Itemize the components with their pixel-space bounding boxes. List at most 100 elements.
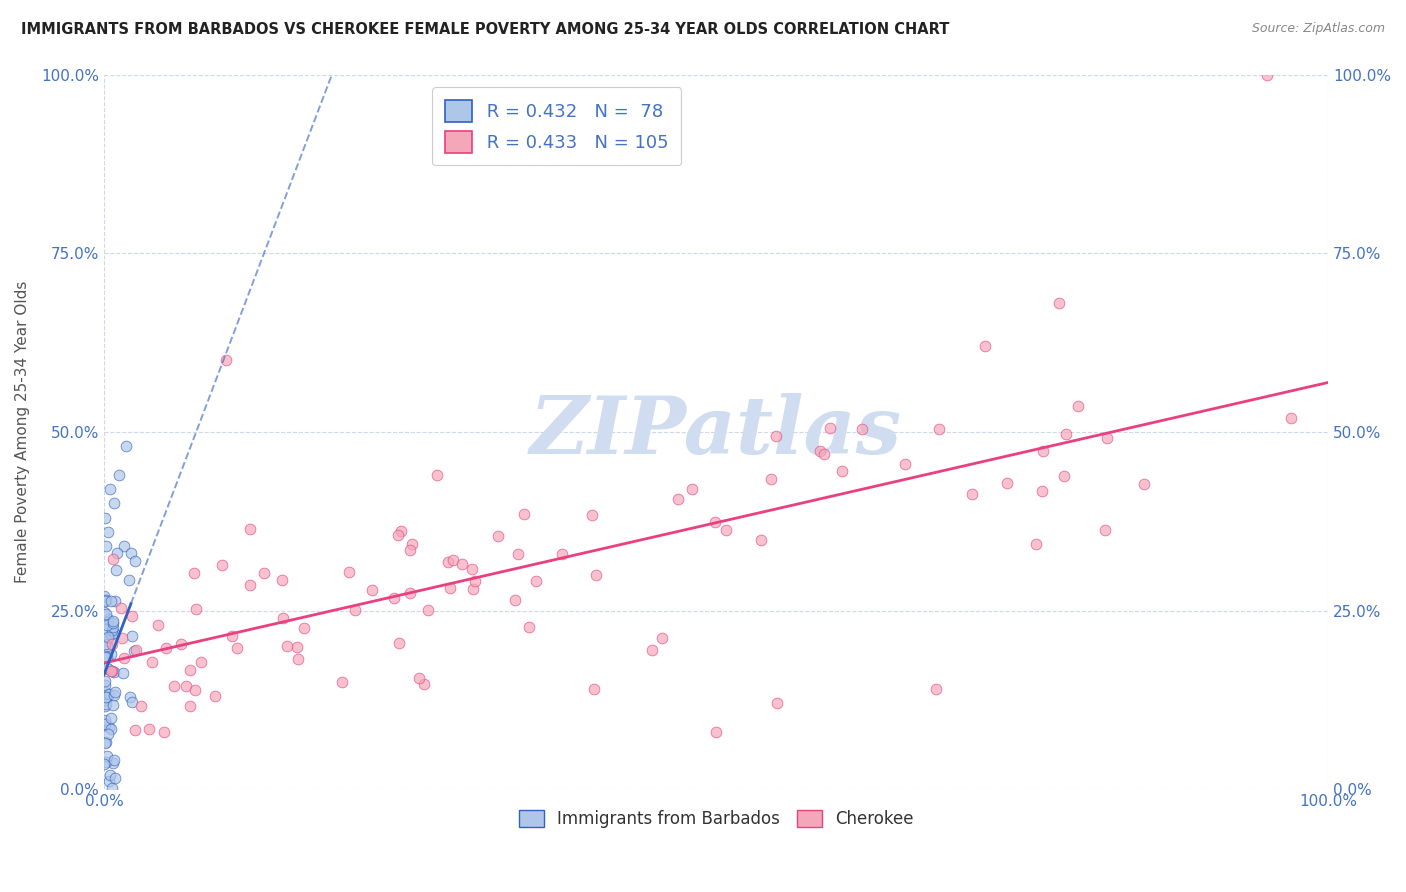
Y-axis label: Female Poverty Among 25-34 Year Olds: Female Poverty Among 25-34 Year Olds (15, 281, 30, 583)
Point (103, 496, 125, 510)
Text: IMMIGRANTS FROM BARBADOS VS CHEROKEE FEMALE POVERTY AMONG 25-34 YEAR OLDS CORREL: IMMIGRANTS FROM BARBADOS VS CHEROKEE FEM… (21, 22, 949, 37)
Point (110, 600, 132, 615)
Point (389, 524, 412, 539)
Point (93, 605, 115, 619)
Point (204, 689, 226, 703)
Point (96, 639, 118, 653)
Point (1094, 523, 1116, 537)
Point (765, 429, 787, 443)
Point (437, 555, 460, 569)
Point (179, 698, 201, 713)
Point (285, 640, 308, 655)
Point (101, 756, 124, 770)
Point (104, 771, 127, 785)
Point (408, 671, 430, 685)
Legend: Immigrants from Barbados, Cherokee: Immigrants from Barbados, Cherokee (512, 803, 920, 835)
Point (928, 422, 950, 436)
Point (704, 725, 727, 739)
Point (184, 682, 207, 697)
Point (93, 688, 115, 702)
Point (97, 721, 120, 735)
Point (270, 574, 292, 588)
Point (124, 553, 146, 567)
Point (93, 589, 115, 603)
Point (94, 510, 117, 524)
Point (98, 687, 121, 701)
Point (96, 755, 118, 769)
Point (287, 652, 309, 666)
Point (413, 676, 436, 690)
Point (107, 467, 129, 482)
Point (1025, 537, 1047, 551)
Point (120, 546, 142, 560)
Point (461, 582, 484, 596)
Point (360, 583, 382, 598)
Point (94, 690, 117, 704)
Point (211, 558, 233, 573)
Point (766, 697, 789, 711)
Point (239, 577, 262, 591)
Point (461, 562, 484, 576)
Point (93, 614, 115, 628)
Point (666, 491, 689, 506)
Point (464, 574, 486, 589)
Point (585, 568, 607, 582)
Point (1095, 431, 1118, 445)
Point (751, 533, 773, 548)
Point (105, 546, 128, 560)
Point (93, 678, 115, 692)
Point (96, 618, 118, 632)
Point (155, 640, 177, 655)
Point (121, 629, 143, 643)
Point (418, 602, 440, 616)
Point (704, 515, 727, 529)
Point (94, 692, 117, 706)
Point (759, 472, 782, 486)
Point (651, 632, 673, 646)
Point (512, 507, 534, 521)
Point (97, 662, 120, 676)
Point (101, 619, 124, 633)
Point (582, 682, 605, 697)
Point (273, 611, 295, 625)
Point (443, 553, 465, 567)
Point (98, 482, 121, 496)
Point (94, 607, 117, 621)
Point (104, 563, 127, 577)
Point (94, 593, 117, 607)
Text: Source: ZipAtlas.com: Source: ZipAtlas.com (1251, 22, 1385, 36)
Point (96, 539, 118, 553)
Text: ZIPatlas: ZIPatlas (530, 393, 903, 471)
Point (101, 698, 124, 712)
Point (925, 682, 948, 697)
Point (103, 665, 125, 680)
Point (94, 673, 117, 688)
Point (179, 663, 201, 677)
Point (96, 633, 118, 648)
Point (94, 593, 117, 607)
Point (813, 447, 835, 461)
Point (439, 582, 461, 596)
Point (398, 542, 420, 557)
Point (94, 685, 117, 699)
Point (1054, 427, 1077, 442)
Point (190, 655, 212, 669)
Point (94, 717, 117, 731)
Point (94, 636, 117, 650)
Point (93, 699, 115, 714)
Point (221, 629, 243, 643)
Point (581, 508, 603, 522)
Point (486, 529, 509, 543)
Point (104, 594, 127, 608)
Point (124, 642, 146, 657)
Point (118, 690, 141, 704)
Point (94, 622, 117, 636)
Point (831, 464, 853, 478)
Point (183, 566, 205, 581)
Point (96, 749, 118, 764)
Point (450, 558, 472, 572)
Point (97, 524, 120, 539)
Point (1256, 68, 1278, 82)
Point (94, 736, 117, 750)
Point (103, 626, 125, 640)
